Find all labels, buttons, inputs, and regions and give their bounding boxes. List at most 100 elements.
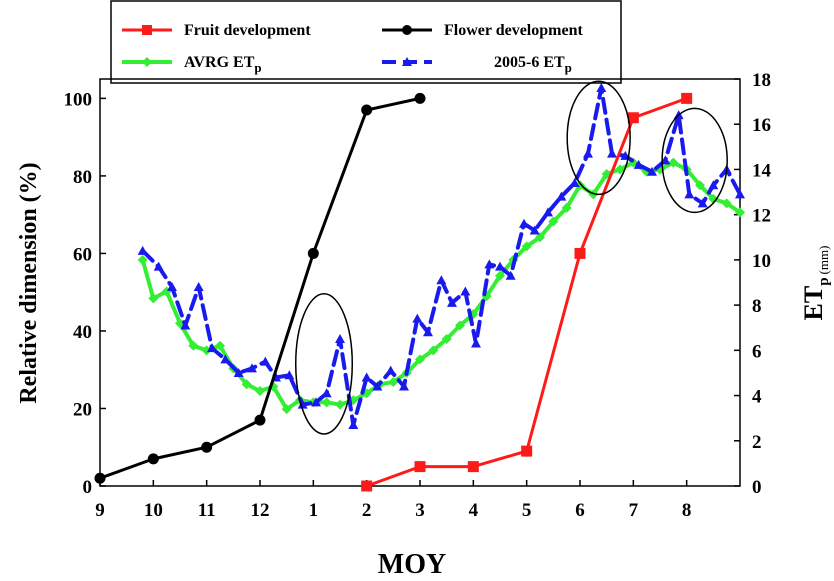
right-tick-label-9: 18 (752, 70, 771, 91)
x-tick-label-7: 4 (469, 500, 479, 521)
data-point-2005-6-etp-40 (647, 166, 657, 176)
data-point-2005-6-etp-45 (708, 180, 719, 190)
data-point-avrg-etp-33 (575, 180, 585, 191)
series-2005-6-etp (137, 83, 745, 429)
data-point-2005-6-etp-18 (372, 381, 383, 391)
x-tick-label-8: 5 (522, 500, 532, 521)
x-tick-label-10: 7 (629, 500, 639, 521)
highlight-ellipse-1 (566, 80, 631, 196)
data-point-2005-6-etp-27 (484, 259, 495, 269)
data-point-2005-6-etp-13 (311, 397, 321, 407)
right-tick-label-4: 8 (752, 296, 762, 317)
data-point-2005-6-etp-35 (583, 148, 593, 158)
right-tick-label-0: 0 (752, 477, 762, 498)
series-line-2005-6-etp (140, 86, 742, 427)
left-tick-label-1: 20 (73, 399, 92, 420)
data-point-avrg-etp-44 (721, 198, 732, 209)
data-point-2005-6-etp-33 (556, 191, 567, 201)
legend-marker-0 (142, 25, 152, 35)
left-tick-label-3: 60 (73, 244, 92, 265)
right-axis-title: ETp (mm) (799, 246, 832, 321)
data-point-flower-development-3 (254, 414, 266, 426)
data-point-avrg-etp-36 (615, 164, 625, 175)
data-point-avrg-etp-27 (495, 270, 505, 281)
data-point-2005-6-etp-32 (543, 207, 553, 217)
right-tick-label-3: 6 (752, 341, 762, 362)
data-point-2005-6-etp-3 (180, 320, 191, 330)
data-point-2005-6-etp-30 (519, 218, 529, 228)
data-point-avrg-etp-31 (548, 216, 559, 227)
legend-box (110, 0, 622, 84)
left-tick-label-2: 40 (73, 322, 92, 343)
right-axis-title-sub: p (816, 277, 832, 285)
data-point-avrg-etp-23 (441, 334, 452, 345)
series-line-fruit-development (365, 96, 689, 488)
data-point-2005-6-etp-6 (220, 354, 231, 364)
data-point-2005-6-etp-39 (633, 159, 644, 169)
data-point-2005-6-etp-25 (460, 286, 471, 296)
data-point-avrg-etp-15 (335, 399, 345, 410)
data-point-fruit-development-6 (681, 92, 693, 104)
data-point-flower-development-0 (94, 472, 106, 484)
data-point-2005-6-etp-9 (260, 356, 271, 366)
data-point-2005-6-etp-23 (436, 275, 447, 285)
legend-label-1: Flower development (444, 22, 583, 39)
x-axis-title: MOY (378, 549, 446, 580)
data-point-avrg-etp-9 (255, 386, 265, 397)
data-point-2005-6-etp-0 (137, 245, 148, 255)
legend-label-sub-3: p (565, 60, 572, 75)
data-point-2005-6-etp-26 (471, 338, 481, 348)
legend-marker-3 (402, 57, 412, 66)
x-tick-label-11: 8 (682, 500, 692, 521)
data-point-avrg-etp-24 (455, 320, 465, 331)
data-point-avrg-etp-42 (695, 180, 705, 191)
data-point-fruit-development-0 (361, 480, 373, 492)
x-tick-label-3: 12 (251, 500, 270, 521)
data-point-avrg-etp-0 (137, 254, 148, 265)
data-point-2005-6-etp-4 (193, 282, 204, 292)
x-tick-label-0: 9 (95, 500, 105, 521)
x-axis: 9 10 11 12 1 2 3 4 5 6 7 8 (95, 480, 691, 521)
data-point-avrg-etp-19 (388, 376, 399, 387)
legend-label-0: Fruit development (184, 22, 311, 39)
legend-label-sub-2: p (254, 60, 261, 75)
data-point-2005-6-etp-43 (684, 189, 695, 199)
data-point-flower-development-4 (307, 247, 319, 259)
left-tick-label-5: 100 (64, 89, 93, 110)
data-point-flower-development-6 (414, 92, 426, 104)
legend-label-3: 2005-6 ETp (494, 54, 572, 75)
data-point-2005-6-etp-7 (233, 367, 244, 377)
data-point-avrg-etp-14 (321, 397, 332, 408)
data-point-avrg-etp-30 (535, 232, 545, 243)
data-point-avrg-etp-11 (281, 404, 292, 415)
data-point-2005-6-etp-1 (153, 261, 164, 271)
x-tick-label-2: 11 (198, 500, 216, 521)
right-tick-label-2: 4 (752, 387, 762, 408)
data-point-avrg-etp-32 (561, 202, 572, 213)
data-point-fruit-development-2 (467, 461, 479, 473)
right-tick-label-1: 2 (752, 432, 762, 453)
data-point-avrg-etp-8 (241, 379, 252, 390)
legend-label-main-0: Fruit development (184, 22, 311, 39)
data-point-avrg-etp-5 (201, 345, 212, 356)
data-point-2005-6-etp-24 (447, 297, 457, 307)
data-point-avrg-etp-22 (428, 345, 439, 356)
x-tick-label-5: 2 (362, 500, 372, 521)
x-tick-label-1: 10 (144, 500, 163, 521)
right-axis-title-unit: (mm) (816, 246, 831, 275)
legend-label-main-2: AVRG ET (184, 54, 255, 71)
highlight-ellipse-0 (294, 293, 354, 435)
series-fruit-development (361, 92, 693, 492)
data-point-flower-development-5 (361, 104, 373, 116)
right-axis: 0 2 4 6 8 10 12 14 16 18 (734, 70, 772, 498)
data-point-avrg-etp-6 (215, 340, 225, 351)
data-point-avrg-etp-45 (735, 207, 745, 218)
data-point-2005-6-etp-36 (596, 83, 607, 93)
data-point-avrg-etp-40 (668, 157, 679, 168)
data-point-2005-6-etp-47 (735, 189, 745, 199)
data-point-2005-6-etp-20 (399, 381, 409, 391)
data-point-fruit-development-1 (414, 461, 426, 473)
legend-label-2: AVRG ETp (184, 54, 262, 75)
left-axis: 0 20 40 60 80 100 (64, 89, 106, 498)
